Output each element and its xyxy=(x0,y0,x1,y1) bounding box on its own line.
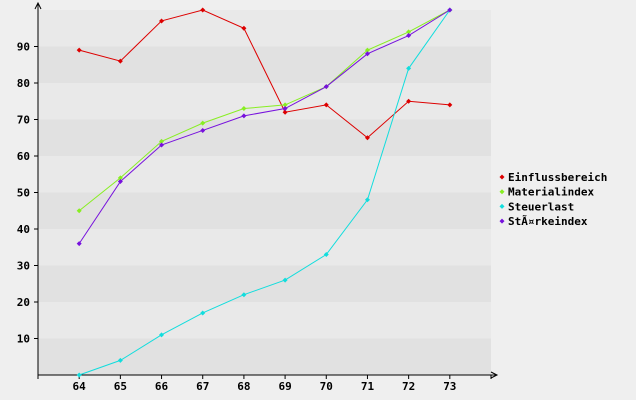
data-point xyxy=(364,135,370,141)
data-point xyxy=(406,29,412,35)
data-point xyxy=(323,84,329,90)
x-tick-label: 70 xyxy=(320,380,333,393)
data-point xyxy=(76,372,82,378)
x-tick-label: 65 xyxy=(114,380,127,393)
data-point xyxy=(282,277,288,283)
y-tick-label: 60 xyxy=(17,150,30,163)
data-point xyxy=(323,102,329,108)
data-point xyxy=(447,7,453,13)
data-point xyxy=(159,18,165,24)
series-line xyxy=(78,9,451,244)
legend-label: Materialindex xyxy=(508,186,594,199)
data-point xyxy=(241,25,247,31)
data-point xyxy=(117,58,123,64)
data-point xyxy=(117,179,123,185)
x-tick-label: 73 xyxy=(443,380,456,393)
data-point xyxy=(241,292,247,298)
grid-band xyxy=(38,338,491,375)
data-point xyxy=(76,241,82,247)
data-point xyxy=(364,47,370,53)
legend-marker xyxy=(499,218,505,224)
data-point xyxy=(76,47,82,53)
data-point xyxy=(323,252,329,258)
grid-band xyxy=(38,10,491,47)
series-line xyxy=(79,9,450,139)
y-tick-label: 50 xyxy=(17,187,30,200)
x-tick-label: 71 xyxy=(361,380,375,393)
legend-marker xyxy=(499,189,505,195)
axes xyxy=(34,1,499,379)
y-tick-label: 40 xyxy=(17,223,30,236)
x-tick-label: 72 xyxy=(402,380,415,393)
y-tick-label: 70 xyxy=(17,114,30,127)
data-point xyxy=(282,109,288,115)
data-point xyxy=(200,310,206,316)
legend-label: StÃ¤rkeindex xyxy=(508,215,588,228)
data-point xyxy=(200,127,206,133)
data-point xyxy=(241,106,247,112)
legend-marker xyxy=(499,203,505,209)
x-tick-label: 66 xyxy=(155,380,169,393)
data-point xyxy=(282,106,288,112)
y-axis-arrow xyxy=(34,1,42,10)
data-point xyxy=(200,7,206,13)
x-tick-label: 68 xyxy=(237,380,250,393)
grid-band xyxy=(38,265,491,302)
data-point xyxy=(364,51,370,57)
legend-marker xyxy=(499,174,505,180)
data-point xyxy=(364,197,370,203)
data-point xyxy=(159,332,165,338)
data-point xyxy=(406,65,412,71)
data-point xyxy=(447,102,453,108)
data-point xyxy=(241,113,247,119)
data-point xyxy=(159,138,165,144)
x-tick-label: 67 xyxy=(196,380,209,393)
y-axis-ticks: 10 20 30 40 50 60 70 80 90 xyxy=(17,41,38,346)
y-tick-label: 20 xyxy=(17,296,30,309)
series-line xyxy=(79,9,451,376)
y-tick-label: 10 xyxy=(17,333,30,346)
data-point xyxy=(159,142,165,148)
grid-band xyxy=(38,302,491,339)
grid-band xyxy=(38,119,491,156)
series-line xyxy=(78,9,451,212)
data-point xyxy=(282,102,288,108)
series-lines xyxy=(76,7,453,378)
plot-background-bands xyxy=(38,10,491,375)
data-point xyxy=(406,33,412,39)
data-point xyxy=(406,98,412,104)
x-axis-ticks: 64 65 66 67 68 69 70 71 72 73 xyxy=(37,375,492,393)
data-point xyxy=(117,357,123,363)
grid-band xyxy=(38,229,491,266)
data-point xyxy=(117,175,123,181)
y-tick-label: 80 xyxy=(17,77,30,90)
y-tick-label: 30 xyxy=(17,260,30,273)
grid-band xyxy=(38,192,491,229)
x-tick-label: 64 xyxy=(73,380,87,393)
legend-label: Steuerlast xyxy=(508,200,574,213)
legend-label: Einflussbereich xyxy=(508,171,607,184)
x-axis-arrow xyxy=(490,371,499,379)
grid-band xyxy=(38,46,491,83)
data-point xyxy=(76,208,82,214)
grid-band xyxy=(38,156,491,193)
x-tick-label: 69 xyxy=(278,380,291,393)
y-tick-label: 90 xyxy=(17,41,30,54)
data-point xyxy=(200,120,206,126)
grid-band xyxy=(38,83,491,120)
